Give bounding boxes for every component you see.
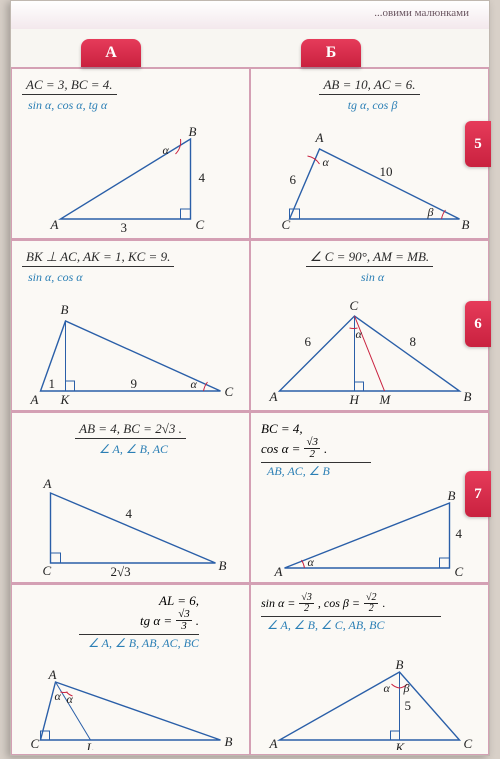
svg-text:A: A bbox=[269, 389, 278, 404]
svg-text:α: α bbox=[323, 155, 330, 169]
problem-cell: AL = 6, tg α = √33 . ∠ A, ∠ B, AB, AC, B… bbox=[11, 583, 250, 755]
given-text: BK ⊥ AC, AK = 1, KC = 9. bbox=[22, 249, 174, 267]
svg-text:β: β bbox=[403, 681, 410, 695]
svg-text:C: C bbox=[455, 564, 464, 578]
column-tab-a: А bbox=[81, 39, 141, 67]
problem-cell: sin α = √32 , cos β = √22 . ∠ A, ∠ B, ∠ … bbox=[250, 583, 489, 755]
svg-text:L: L bbox=[86, 740, 94, 750]
problem-cell: BK ⊥ AC, AK = 1, KC = 9. sin α, cos α B … bbox=[11, 239, 250, 411]
figure: A C B 3 4 α bbox=[12, 124, 249, 234]
figure: B A K C 5 α β bbox=[251, 660, 488, 750]
find-text: AB, AC, ∠ B bbox=[261, 464, 478, 479]
figure: A C B 6 10 α β bbox=[251, 124, 488, 234]
find-text: sin α, cos α bbox=[22, 270, 239, 285]
find-text: sin α bbox=[261, 270, 478, 285]
svg-text:1: 1 bbox=[49, 376, 56, 391]
given-text: sin α = √32 , cos β = √22 . bbox=[261, 593, 478, 614]
given-line2: cos α = √32 . bbox=[261, 437, 478, 460]
side-tab-5: 5 bbox=[465, 121, 491, 167]
problem-cell: AC = 3, BC = 4. sin α, cos α, tg α A C B… bbox=[11, 67, 250, 239]
svg-text:H: H bbox=[349, 392, 360, 406]
svg-text:5: 5 bbox=[405, 698, 412, 713]
svg-text:C: C bbox=[196, 217, 205, 232]
svg-text:A: A bbox=[315, 130, 324, 145]
page-container: ...овими малюнками А Б 5 6 7 AC = 3, BC … bbox=[10, 0, 490, 756]
svg-text:C: C bbox=[350, 298, 359, 313]
given-line2: tg α = √33 . bbox=[140, 609, 199, 632]
find-text: sin α, cos α, tg α bbox=[22, 98, 239, 113]
find-text: ∠ A, ∠ B, AB, AC, BC bbox=[22, 636, 199, 651]
svg-text:K: K bbox=[60, 392, 71, 406]
side-tab-6: 6 bbox=[465, 301, 491, 347]
figure: A C L B α α bbox=[12, 670, 249, 750]
svg-text:9: 9 bbox=[131, 376, 138, 391]
find-text: ∠ A, ∠ B, AC bbox=[22, 442, 239, 457]
given-line1: BC = 4, bbox=[261, 421, 478, 437]
problem-cell: AB = 4, BC = 2√3 . ∠ A, ∠ B, AC A C B 4 … bbox=[11, 411, 250, 583]
svg-text:A: A bbox=[274, 564, 283, 578]
given-text: AB = 4, BC = 2√3 . bbox=[75, 421, 186, 439]
svg-text:A: A bbox=[50, 217, 59, 232]
svg-text:2√3: 2√3 bbox=[111, 564, 131, 578]
svg-text:B: B bbox=[61, 302, 69, 317]
header-text: ...овими малюнками bbox=[374, 7, 469, 19]
svg-text:β: β bbox=[427, 205, 434, 219]
svg-text:8: 8 bbox=[410, 334, 417, 349]
svg-text:α: α bbox=[308, 555, 315, 569]
svg-text:A: A bbox=[43, 476, 52, 491]
svg-text:6: 6 bbox=[290, 172, 297, 187]
svg-text:B: B bbox=[225, 734, 233, 749]
svg-text:B: B bbox=[396, 660, 404, 672]
svg-text:B: B bbox=[448, 488, 456, 503]
svg-text:A: A bbox=[269, 736, 278, 750]
given-text: AB = 10, AC = 6. bbox=[319, 77, 419, 95]
svg-text:4: 4 bbox=[456, 526, 463, 541]
given-text: ∠ C = 90°, AM = MB. bbox=[306, 249, 433, 267]
column-tab-b: Б bbox=[301, 39, 361, 67]
svg-text:6: 6 bbox=[305, 334, 312, 349]
svg-text:4: 4 bbox=[126, 506, 133, 521]
svg-text:C: C bbox=[225, 384, 234, 399]
svg-text:B: B bbox=[464, 389, 472, 404]
svg-text:4: 4 bbox=[199, 170, 206, 185]
tab-row: А Б bbox=[11, 29, 489, 67]
svg-text:K: K bbox=[395, 740, 406, 750]
find-text: ∠ A, ∠ B, ∠ C, AB, BC bbox=[261, 618, 478, 633]
figure: C A H M B 6 8 α bbox=[251, 296, 488, 406]
problem-cell: BC = 4, cos α = √32 . AB, AC, ∠ B A C B … bbox=[250, 411, 489, 583]
figure: A C B 4 2√3 bbox=[12, 468, 249, 578]
problem-cell: AB = 10, AC = 6. tg α, cos β A C B 6 10 … bbox=[250, 67, 489, 239]
svg-text:α: α bbox=[55, 689, 62, 703]
svg-text:3: 3 bbox=[121, 220, 128, 234]
svg-text:A: A bbox=[30, 392, 39, 406]
svg-text:B: B bbox=[219, 558, 227, 573]
svg-text:α: α bbox=[67, 692, 74, 706]
find-text: tg α, cos β bbox=[261, 98, 478, 113]
svg-text:α: α bbox=[384, 681, 391, 695]
svg-text:C: C bbox=[464, 736, 473, 750]
svg-text:B: B bbox=[462, 217, 470, 232]
svg-text:α: α bbox=[356, 327, 363, 341]
svg-text:C: C bbox=[31, 736, 40, 750]
svg-text:α: α bbox=[191, 377, 198, 391]
figure: A C B 4 α bbox=[251, 488, 488, 578]
problem-cell: ∠ C = 90°, AM = MB. sin α C A H M B 6 8 bbox=[250, 239, 489, 411]
svg-text:M: M bbox=[379, 392, 392, 406]
top-strip: ...овими малюнками bbox=[11, 1, 489, 29]
svg-text:C: C bbox=[282, 217, 291, 232]
svg-text:B: B bbox=[189, 124, 197, 139]
given-text: AC = 3, BC = 4. bbox=[22, 77, 117, 95]
svg-text:α: α bbox=[163, 143, 170, 157]
problems-grid: AC = 3, BC = 4. sin α, cos α, tg α A C B… bbox=[11, 67, 489, 755]
svg-text:A: A bbox=[48, 670, 57, 682]
figure: B A K C 1 9 α bbox=[12, 296, 249, 406]
svg-text:10: 10 bbox=[380, 164, 393, 179]
side-tab-7: 7 bbox=[465, 471, 491, 517]
given-line1: AL = 6, bbox=[22, 593, 199, 609]
svg-text:C: C bbox=[43, 563, 52, 578]
